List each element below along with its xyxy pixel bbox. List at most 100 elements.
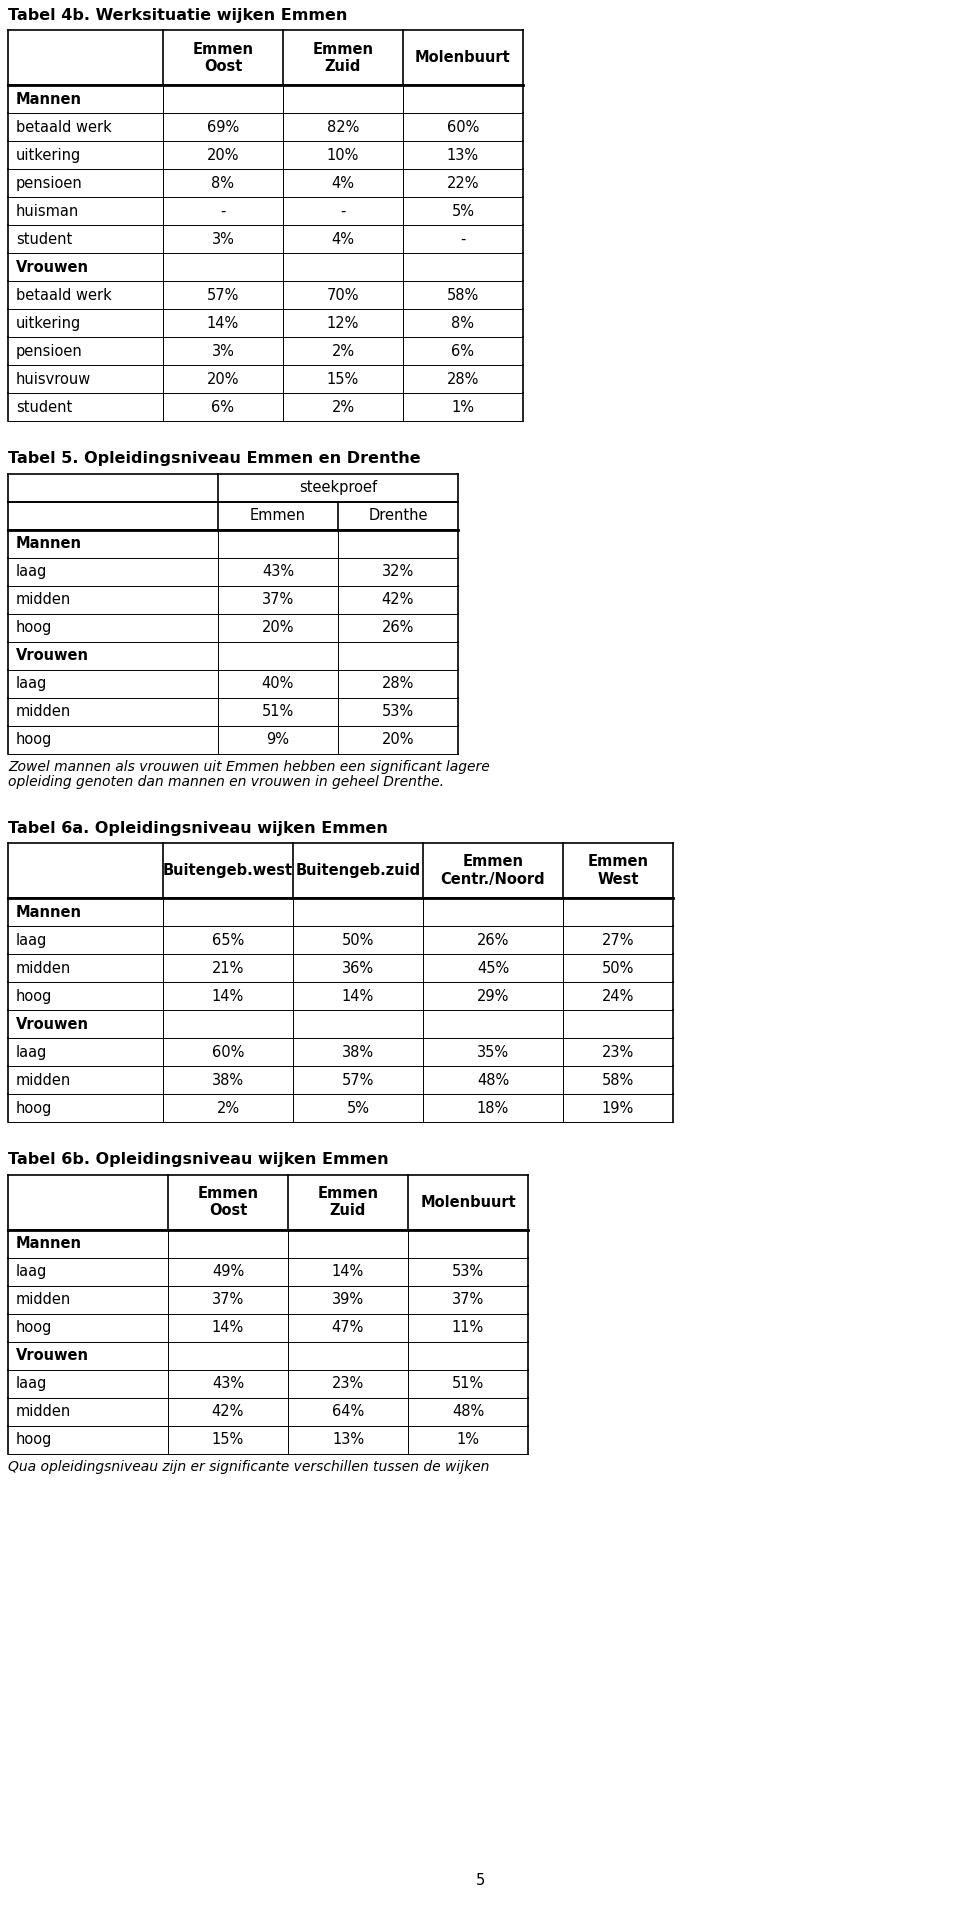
Text: 28%: 28% [382,676,414,691]
Text: 37%: 37% [452,1291,484,1306]
Text: 8%: 8% [211,176,234,191]
Text: laag: laag [16,676,47,691]
Text: 50%: 50% [602,961,635,976]
Text: 36%: 36% [342,961,374,976]
Text: 20%: 20% [206,147,239,162]
Text: midden: midden [16,1291,71,1306]
Text: 20%: 20% [206,372,239,388]
Text: 24%: 24% [602,989,635,1003]
Text: Zowel mannen als vrouwen uit Emmen hebben een significant lagere: Zowel mannen als vrouwen uit Emmen hebbe… [8,760,490,774]
Text: 37%: 37% [212,1291,244,1306]
Text: 58%: 58% [602,1073,635,1087]
Text: -: - [340,204,346,220]
Text: 13%: 13% [332,1432,364,1448]
Text: 53%: 53% [452,1264,484,1280]
Text: Emmen
Oost: Emmen Oost [198,1186,258,1219]
Text: 27%: 27% [602,932,635,947]
Text: 9%: 9% [267,732,290,747]
Text: 37%: 37% [262,592,294,607]
Text: Vrouwen: Vrouwen [16,260,89,275]
Text: 5: 5 [475,1872,485,1887]
Text: 1%: 1% [451,399,474,414]
Text: 57%: 57% [342,1073,374,1087]
Text: laag: laag [16,563,47,579]
Text: 64%: 64% [332,1404,364,1419]
Text: 14%: 14% [212,989,244,1003]
Text: Buitengeb.zuid: Buitengeb.zuid [296,863,420,879]
Text: 58%: 58% [446,288,479,304]
Text: 23%: 23% [602,1045,635,1060]
Text: 53%: 53% [382,705,414,720]
Text: 43%: 43% [262,563,294,579]
Text: 14%: 14% [332,1264,364,1280]
Text: opleiding genoten dan mannen en vrouwen in geheel Drenthe.: opleiding genoten dan mannen en vrouwen … [8,775,444,789]
Text: 23%: 23% [332,1375,364,1390]
Text: betaald werk: betaald werk [16,120,111,136]
Text: huisman: huisman [16,204,80,220]
Text: 42%: 42% [212,1404,244,1419]
Text: 29%: 29% [477,989,509,1003]
Text: -: - [460,231,466,246]
Text: 26%: 26% [382,621,414,636]
Text: midden: midden [16,1404,71,1419]
Text: 21%: 21% [212,961,244,976]
Text: 48%: 48% [477,1073,509,1087]
Text: 18%: 18% [477,1100,509,1115]
Text: 35%: 35% [477,1045,509,1060]
Text: Tabel 6a. Opleidingsniveau wijken Emmen: Tabel 6a. Opleidingsniveau wijken Emmen [8,821,388,837]
Text: 69%: 69% [206,120,239,136]
Text: hoog: hoog [16,1100,53,1115]
Text: 1%: 1% [457,1432,479,1448]
Text: laag: laag [16,932,47,947]
Text: Mannen: Mannen [16,905,82,921]
Text: 70%: 70% [326,288,359,304]
Text: student: student [16,399,72,414]
Text: Emmen
West: Emmen West [588,854,649,886]
Text: 2%: 2% [331,399,354,414]
Text: 2%: 2% [331,344,354,359]
Text: uitkering: uitkering [16,147,82,162]
Text: 51%: 51% [452,1375,484,1390]
Text: midden: midden [16,592,71,607]
Text: midden: midden [16,1073,71,1087]
Text: pensioen: pensioen [16,344,83,359]
Text: betaald werk: betaald werk [16,288,111,304]
Text: midden: midden [16,961,71,976]
Text: Vrouwen: Vrouwen [16,647,89,663]
Text: 14%: 14% [212,1320,244,1335]
Text: Vrouwen: Vrouwen [16,1348,89,1364]
Text: 13%: 13% [447,147,479,162]
Text: uitkering: uitkering [16,315,82,330]
Text: 65%: 65% [212,932,244,947]
Text: Buitengeb.west: Buitengeb.west [163,863,293,879]
Text: Vrouwen: Vrouwen [16,1016,89,1031]
Text: 14%: 14% [206,315,239,330]
Text: 2%: 2% [216,1100,240,1115]
Text: 5%: 5% [451,204,474,220]
Text: 3%: 3% [211,344,234,359]
Text: 28%: 28% [446,372,479,388]
Text: 40%: 40% [262,676,294,691]
Text: 60%: 60% [212,1045,244,1060]
Text: 5%: 5% [347,1100,370,1115]
Text: 50%: 50% [342,932,374,947]
Text: 20%: 20% [262,621,295,636]
Text: 22%: 22% [446,176,479,191]
Text: 6%: 6% [451,344,474,359]
Text: 8%: 8% [451,315,474,330]
Text: 51%: 51% [262,705,294,720]
Text: 48%: 48% [452,1404,484,1419]
Text: pensioen: pensioen [16,176,83,191]
Text: laag: laag [16,1045,47,1060]
Text: 43%: 43% [212,1375,244,1390]
Text: huisvrouw: huisvrouw [16,372,91,388]
Text: 4%: 4% [331,176,354,191]
Text: 10%: 10% [326,147,359,162]
Text: 38%: 38% [212,1073,244,1087]
Text: Emmen
Zuid: Emmen Zuid [318,1186,378,1219]
Text: 45%: 45% [477,961,509,976]
Text: Molenbuurt: Molenbuurt [415,50,511,65]
Text: 3%: 3% [211,231,234,246]
Text: 19%: 19% [602,1100,635,1115]
Text: Tabel 4b. Werksituatie wijken Emmen: Tabel 4b. Werksituatie wijken Emmen [8,8,348,23]
